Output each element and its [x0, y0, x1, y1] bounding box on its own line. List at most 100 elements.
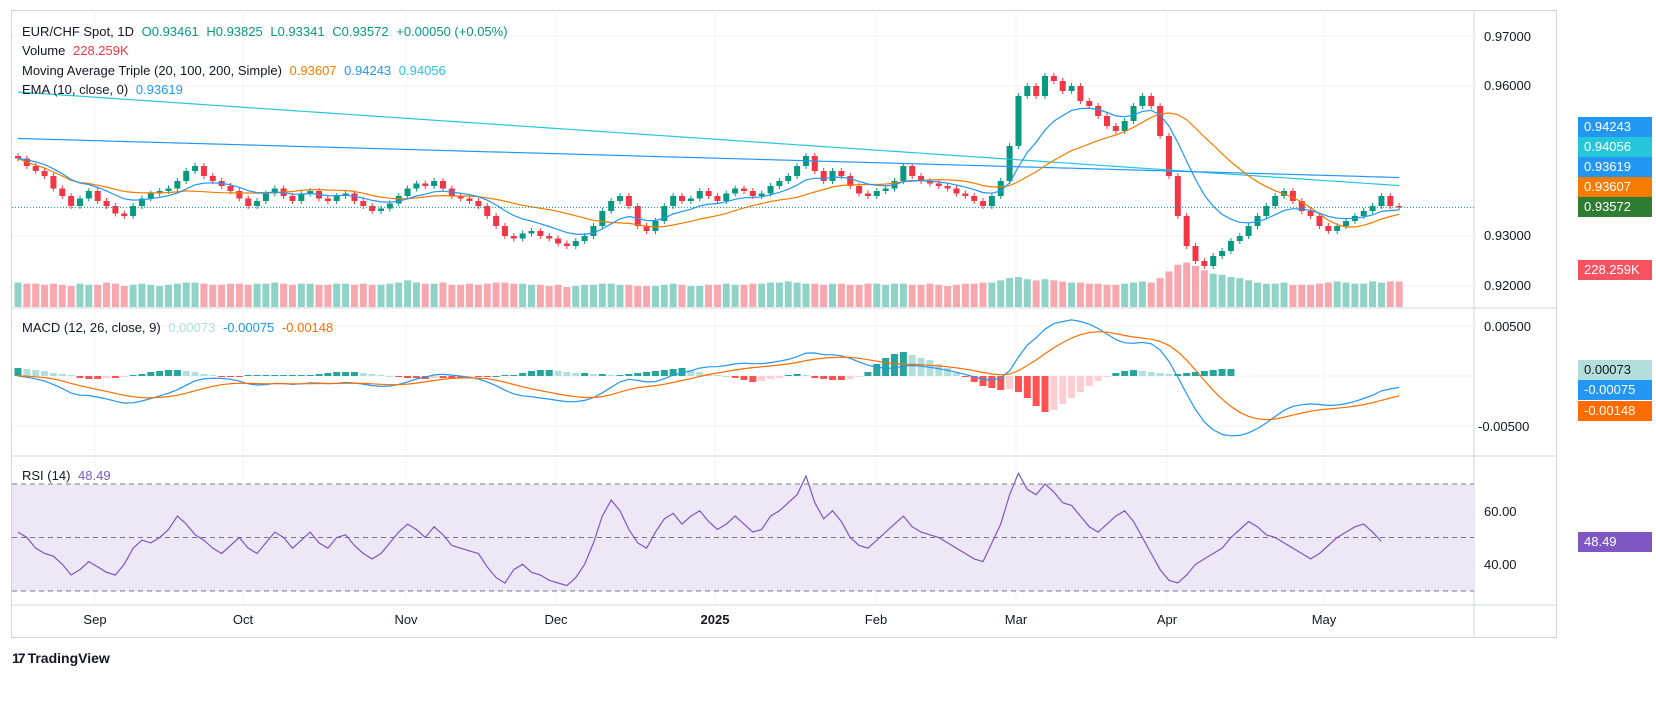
- macd-histogram-bar: [1094, 376, 1102, 381]
- macd-histogram-bar: [767, 376, 775, 379]
- candle-body: [758, 193, 765, 196]
- candle-body: [1210, 256, 1217, 266]
- ema-label: EMA (10, close, 0): [22, 82, 129, 97]
- macd-histogram-bar: [696, 372, 704, 376]
- macd-histogram-bar: [510, 375, 518, 376]
- macd-histogram-bar: [111, 376, 119, 378]
- macd-histogram-bar: [651, 371, 659, 376]
- candle-body: [369, 206, 376, 211]
- x-label-dec: Dec: [544, 612, 568, 627]
- candle-body: [971, 196, 978, 201]
- volume-bar: [386, 283, 394, 307]
- macd-histogram-bar: [997, 376, 1005, 390]
- macd-histogram-bar: [1023, 376, 1031, 398]
- volume-bar: [678, 284, 686, 307]
- volume-bar: [846, 284, 854, 307]
- macd-histogram-bar: [1192, 372, 1200, 376]
- volume-bar: [1324, 282, 1332, 307]
- candle-body: [519, 233, 526, 239]
- volume-bar: [1395, 281, 1403, 307]
- candle-body: [1157, 106, 1164, 136]
- volume-bar: [94, 284, 102, 307]
- macd-histogram-bar: [793, 374, 801, 376]
- macd-histogram-bar: [572, 373, 580, 376]
- ma100-price-tag: 0.94243: [1578, 117, 1652, 137]
- candle-body: [873, 191, 880, 196]
- candle-body: [1139, 96, 1146, 106]
- macd-histogram-bar: [864, 372, 872, 376]
- volume-bar: [1183, 262, 1191, 307]
- candle-body: [1192, 246, 1199, 261]
- candle-body: [838, 171, 845, 176]
- candle-body: [1219, 251, 1226, 256]
- macd-histogram-bar: [1014, 376, 1022, 392]
- macd-histogram-bar: [731, 376, 739, 378]
- rsi-tick-2: 40.00: [1484, 557, 1517, 572]
- volume-bar: [253, 283, 261, 307]
- macd-histogram-bar: [740, 376, 748, 380]
- macd-histogram-bar: [297, 375, 305, 376]
- macd-histogram-bar: [412, 376, 420, 378]
- macd-histogram-bar: [669, 369, 677, 376]
- candle-body: [1148, 96, 1155, 106]
- candle-body: [944, 186, 951, 189]
- tradingview-logo[interactable]: 17 TradingView: [12, 650, 110, 666]
- volume-bar: [1236, 278, 1244, 307]
- candle-body: [413, 183, 420, 189]
- macd-histogram-bar: [120, 376, 128, 377]
- macd-histogram-bar: [1156, 373, 1164, 376]
- macd-legend: MACD (12, 26, close, 9) 0.00073 -0.00075…: [22, 318, 337, 338]
- volume-bar: [1023, 279, 1031, 307]
- candle-body: [245, 198, 252, 206]
- macd-histogram-bar: [1085, 376, 1093, 386]
- macd-histogram-bar: [1138, 371, 1146, 376]
- volume-bar: [466, 283, 474, 307]
- volume-bar: [669, 283, 677, 307]
- volume-bar: [218, 284, 226, 307]
- candle-body: [546, 236, 553, 239]
- candle-body: [510, 236, 517, 239]
- macd-histogram-bar: [855, 376, 863, 377]
- macd-histogram-bar: [846, 376, 854, 379]
- volume-label: Volume: [22, 43, 66, 58]
- ema-price-tag: 0.93619: [1578, 157, 1652, 177]
- candle-body: [121, 213, 128, 216]
- volume-bar: [1315, 283, 1323, 307]
- volume-bar: [811, 283, 819, 307]
- macd-histogram-bar: [952, 373, 960, 376]
- macd-histogram-bar: [1112, 373, 1120, 376]
- volume-bar: [1369, 281, 1377, 307]
- volume-bar: [1280, 282, 1288, 307]
- macd-histogram-bar: [589, 374, 597, 376]
- macd-histogram-bar: [49, 373, 57, 376]
- volume-bar: [890, 283, 898, 307]
- macd-signal-line: [17, 331, 1400, 421]
- volume-bar: [280, 283, 288, 307]
- rsi-tag: 48.49: [1578, 532, 1652, 552]
- volume-bar: [1209, 273, 1217, 307]
- candle-body: [112, 206, 119, 214]
- volume-bar: [1227, 277, 1235, 307]
- macd-histogram-bar: [660, 370, 668, 376]
- volume-bar: [1377, 282, 1385, 307]
- brand-label: TradingView: [27, 650, 110, 666]
- macd-histogram-bar: [1227, 369, 1235, 376]
- ma-label: Moving Average Triple (20, 100, 200, Sim…: [22, 63, 282, 78]
- volume-bar: [961, 283, 969, 307]
- macd-signal-value: -0.00148: [281, 320, 334, 335]
- volume-bar: [793, 282, 801, 307]
- volume-bar: [76, 283, 84, 307]
- candle-body: [997, 181, 1004, 196]
- macd-histogram-bar: [32, 370, 40, 376]
- candle-body: [563, 243, 570, 246]
- price-tick-3: 0.93000: [1484, 228, 1531, 243]
- macd-histogram-bar: [519, 373, 527, 376]
- volume-bar: [1245, 280, 1253, 307]
- volume-bar: [209, 284, 217, 307]
- macd-histogram-bar: [448, 376, 456, 378]
- macd-histogram-bar: [129, 375, 137, 376]
- macd-histogram-bar: [262, 375, 270, 376]
- volume-bar: [1147, 282, 1155, 307]
- volume-bar: [829, 283, 837, 307]
